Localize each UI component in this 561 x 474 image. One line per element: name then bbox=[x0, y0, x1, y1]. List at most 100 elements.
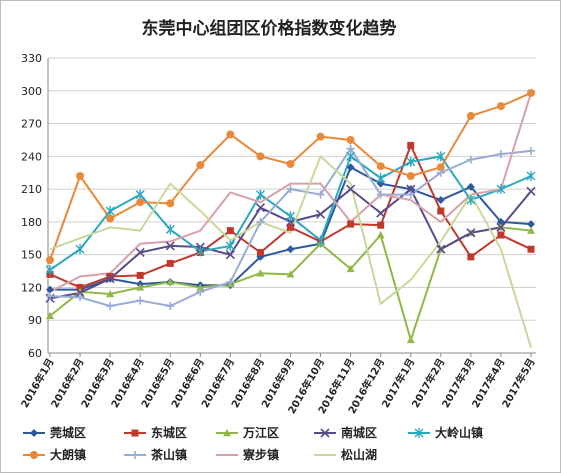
marker-circle bbox=[466, 111, 475, 120]
marker-circle bbox=[136, 198, 145, 207]
marker-triangle bbox=[166, 277, 175, 286]
marker-asterisk bbox=[45, 264, 55, 275]
legend-item: 大岭山镇 bbox=[408, 425, 483, 440]
y-tick-label: 60 bbox=[28, 347, 42, 360]
y-tick-label: 270 bbox=[21, 118, 42, 131]
legend-item: 万江区 bbox=[216, 425, 279, 440]
marker-asterisk bbox=[75, 244, 85, 255]
marker-diamond bbox=[436, 196, 445, 205]
marker-asterisk bbox=[466, 195, 476, 206]
marker-plus bbox=[256, 217, 265, 226]
marker-circle bbox=[30, 451, 38, 459]
y-tick-label: 300 bbox=[21, 85, 42, 98]
marker-square bbox=[467, 253, 475, 261]
marker-circle bbox=[406, 172, 415, 180]
series-line-8 bbox=[49, 155, 532, 348]
marker-asterisk bbox=[255, 189, 265, 200]
legend-label: 东城区 bbox=[151, 425, 187, 440]
marker-x bbox=[406, 184, 416, 194]
marker-circle bbox=[496, 102, 505, 111]
marker-plus bbox=[106, 302, 115, 311]
marker-diamond bbox=[527, 220, 535, 229]
marker-x bbox=[346, 184, 356, 194]
marker-asterisk bbox=[165, 224, 175, 235]
marker-plus bbox=[46, 292, 54, 301]
marker-square bbox=[256, 248, 264, 256]
chart-title: 东莞中心组团区价格指数变化趋势 bbox=[142, 18, 397, 39]
y-tick-label: 90 bbox=[28, 314, 42, 327]
marker-plus bbox=[196, 287, 205, 296]
marker-plus bbox=[406, 190, 415, 199]
y-tick-label: 150 bbox=[21, 249, 42, 262]
marker-x bbox=[376, 208, 386, 218]
legend-label: 莞城区 bbox=[50, 425, 86, 440]
marker-triangle bbox=[136, 283, 145, 291]
marker-triangle bbox=[286, 270, 295, 278]
marker-x bbox=[135, 247, 145, 258]
marker-asterisk bbox=[195, 246, 205, 257]
marker-triangle bbox=[256, 269, 265, 277]
marker-triangle bbox=[196, 283, 205, 291]
marker-circle bbox=[286, 159, 295, 168]
marker-asterisk bbox=[406, 156, 416, 167]
marker-square bbox=[287, 223, 294, 231]
series-line-5 bbox=[49, 92, 532, 261]
legend-item: 莞城区 bbox=[23, 425, 86, 440]
marker-plus bbox=[76, 293, 85, 302]
marker-plus bbox=[466, 155, 475, 164]
marker-x bbox=[255, 203, 266, 213]
marker-circle bbox=[376, 162, 385, 171]
marker-diamond bbox=[286, 245, 295, 254]
marker-asterisk bbox=[376, 173, 386, 184]
marker-circle bbox=[256, 152, 265, 161]
marker-circle bbox=[196, 161, 205, 170]
legend-item: 松山湖 bbox=[314, 447, 377, 462]
marker-plus bbox=[436, 168, 445, 177]
marker-triangle bbox=[346, 264, 355, 273]
marker-plus bbox=[316, 190, 325, 199]
marker-x bbox=[75, 288, 85, 298]
marker-diamond bbox=[30, 429, 38, 437]
marker-triangle bbox=[376, 231, 385, 239]
marker-x bbox=[105, 274, 115, 284]
legend-label: 大朗镇 bbox=[50, 447, 86, 462]
marker-circle bbox=[346, 135, 355, 144]
series-line-2 bbox=[49, 226, 532, 341]
y-tick-label: 180 bbox=[21, 216, 42, 229]
marker-circle bbox=[106, 214, 115, 223]
legend-item: 东城区 bbox=[124, 425, 187, 440]
marker-diamond bbox=[346, 163, 355, 172]
y-tick-label: 240 bbox=[21, 150, 42, 163]
marker-triangle bbox=[527, 226, 535, 234]
marker-asterisk bbox=[135, 189, 145, 200]
marker-plus bbox=[496, 150, 505, 159]
marker-diamond bbox=[496, 217, 505, 226]
marker-diamond bbox=[46, 285, 54, 294]
marker-circle bbox=[226, 130, 235, 139]
marker-asterisk bbox=[286, 211, 295, 222]
marker-diamond bbox=[466, 182, 475, 191]
marker-asterisk bbox=[496, 184, 506, 195]
marker-plus bbox=[527, 146, 535, 155]
marker-triangle bbox=[406, 335, 415, 344]
y-axis-ticks: 60 90 120 150 180 210 240 270 300 330 bbox=[21, 52, 42, 360]
y-tick-label: 330 bbox=[21, 52, 42, 65]
marker-square bbox=[166, 259, 174, 267]
y-tick-label: 210 bbox=[21, 183, 42, 196]
legend-item: 茶山镇 bbox=[124, 447, 187, 462]
marker-square bbox=[136, 271, 144, 279]
marker-circle bbox=[166, 199, 175, 208]
marker-plus bbox=[131, 451, 139, 459]
legend-label: 大岭山镇 bbox=[435, 425, 483, 440]
legend-label: 松山湖 bbox=[341, 447, 377, 462]
marker-asterisk bbox=[346, 151, 356, 162]
marker-square bbox=[226, 227, 234, 235]
marker-plus bbox=[226, 277, 235, 286]
marker-x bbox=[315, 209, 326, 219]
marker-triangle bbox=[223, 429, 231, 437]
marker-square bbox=[407, 141, 415, 149]
marker-x bbox=[466, 228, 476, 238]
